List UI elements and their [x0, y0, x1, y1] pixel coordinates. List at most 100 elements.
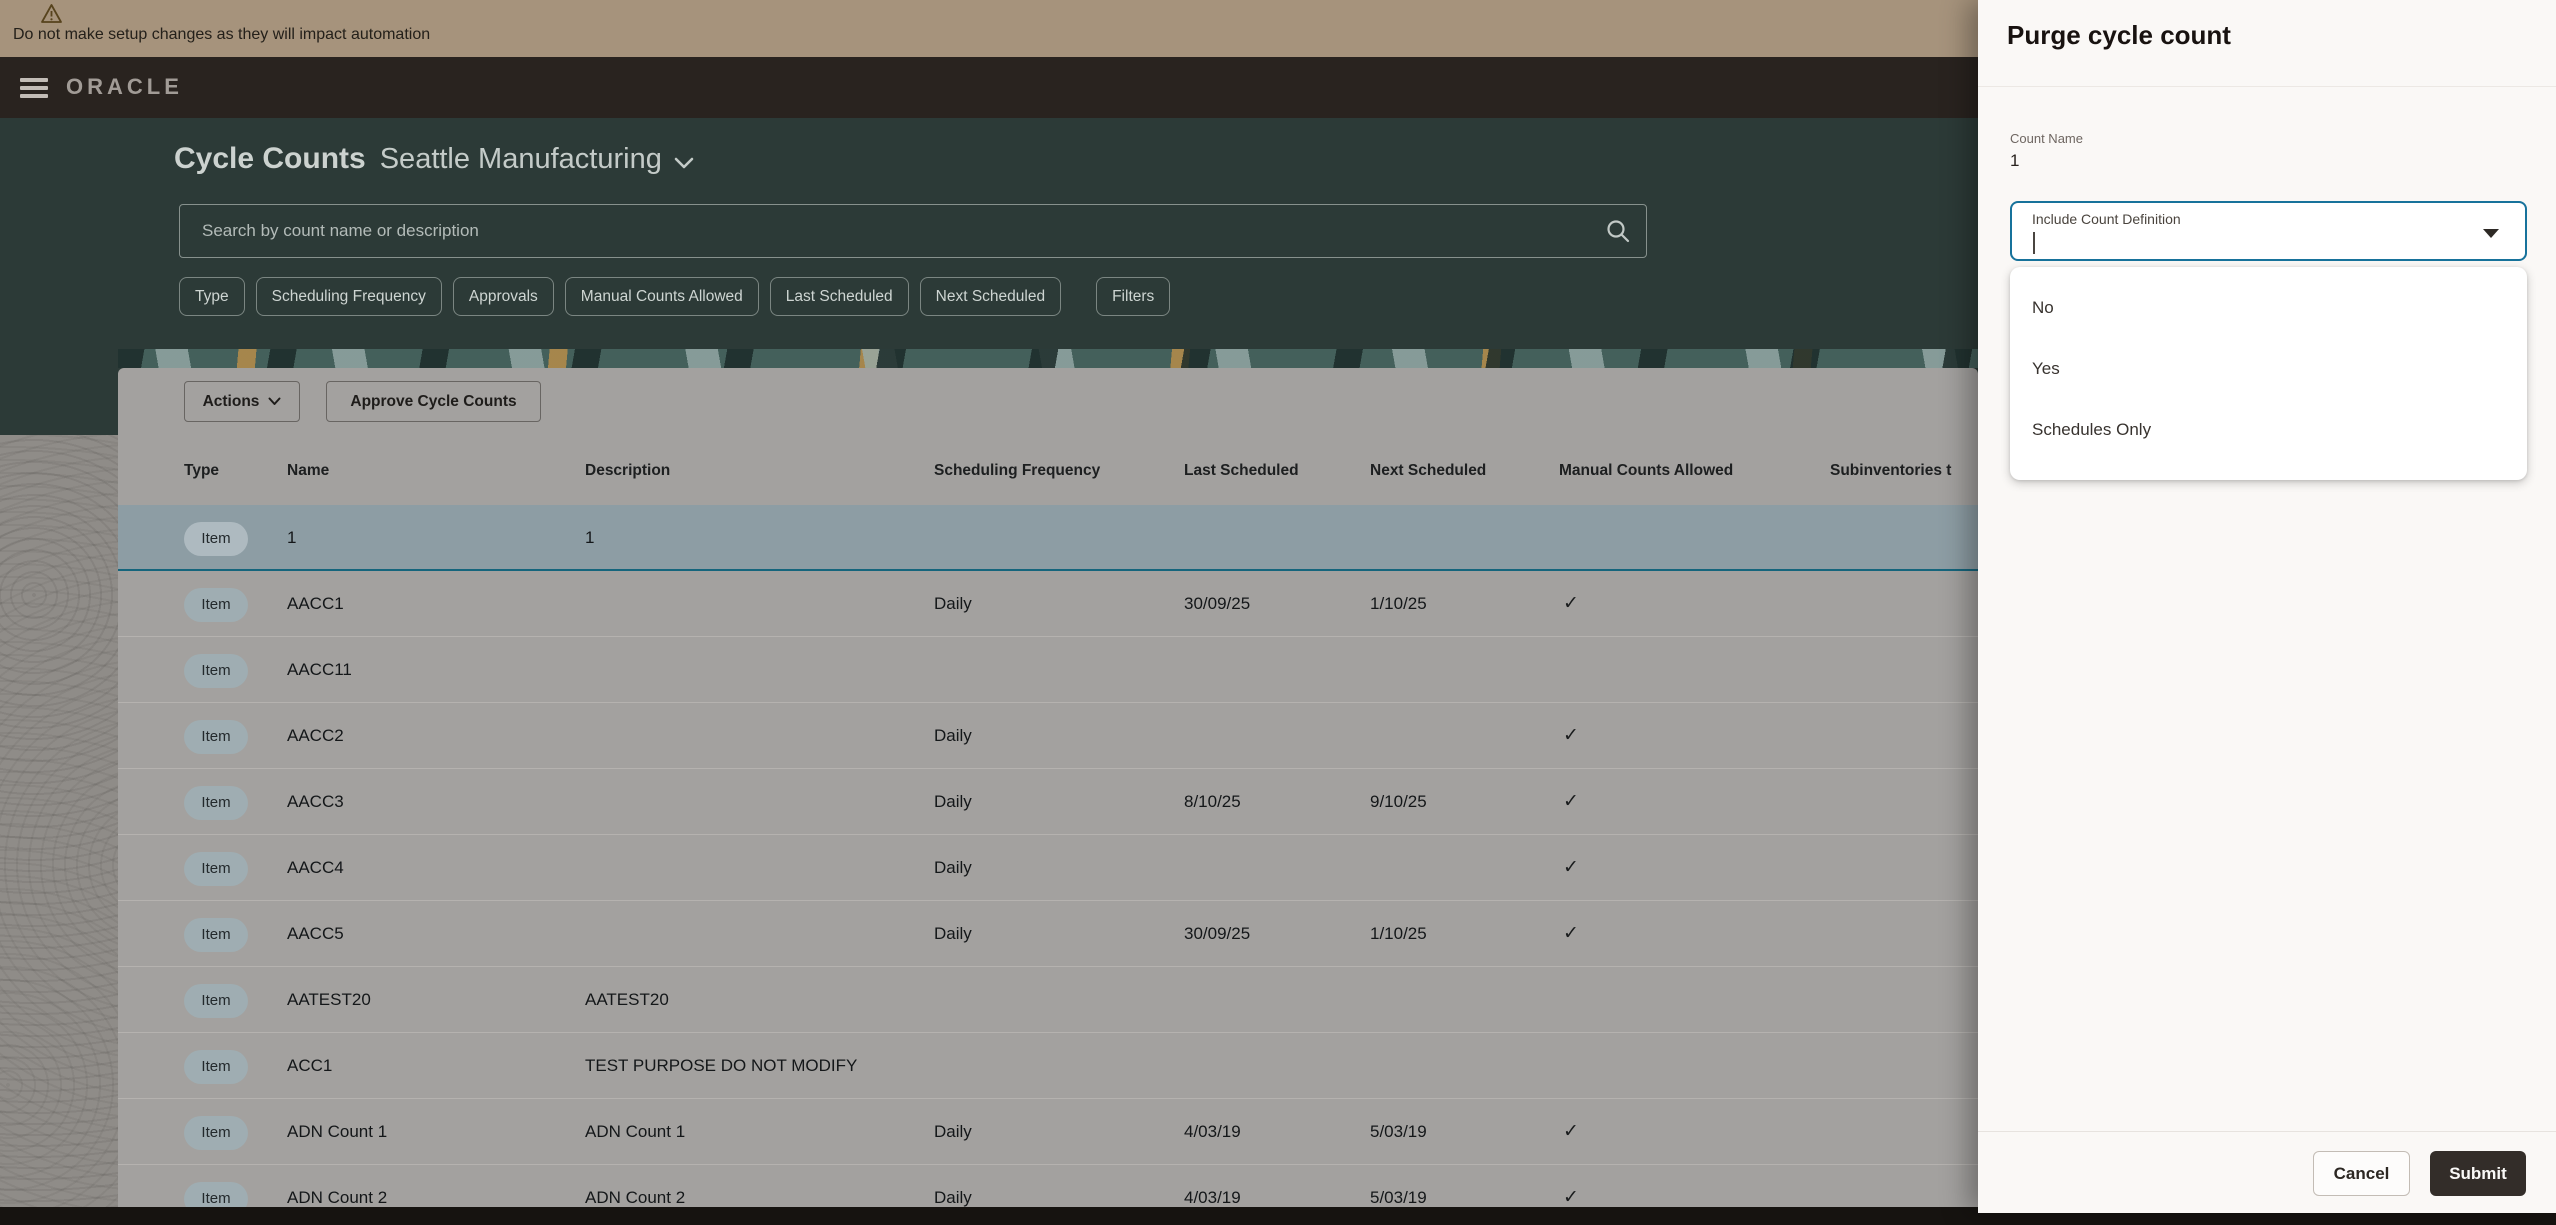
type-badge: Item [184, 522, 248, 556]
submit-button[interactable]: Submit [2430, 1151, 2526, 1196]
table-row[interactable]: Item AACC11 [118, 637, 1978, 703]
manual-counts-check-icon: ✓ [1563, 857, 1579, 878]
search-input[interactable] [179, 204, 1647, 258]
filter-chip-approvals[interactable]: Approvals [452, 277, 554, 316]
type-badge: Item [184, 588, 248, 622]
manual-counts-check-icon: ✓ [1563, 1187, 1579, 1207]
dropdown-option-yes[interactable]: Yes [2032, 359, 2060, 378]
warning-text: Do not make setup changes as they will i… [13, 26, 431, 43]
column-header-last-scheduled[interactable]: Last Scheduled [1184, 462, 1299, 479]
panel-header-divider [1978, 86, 2556, 87]
hamburger-menu-icon[interactable] [20, 78, 50, 98]
cell-last-scheduled: 30/09/25 [1184, 594, 1251, 613]
cell-name: AACC4 [287, 858, 344, 877]
cell-name: ACC1 [287, 1056, 333, 1075]
table-row[interactable]: Item AACC5 Daily 30/09/25 1/10/25 ✓ [118, 901, 1978, 967]
type-badge: Item [184, 786, 248, 820]
type-badge: Item [184, 654, 248, 688]
table-row[interactable]: Item ACC1 TEST PURPOSE DO NOT MODIFY [118, 1033, 1978, 1099]
column-header-description[interactable]: Description [585, 462, 671, 479]
column-header-name[interactable]: Name [287, 462, 330, 479]
purge-cycle-count-panel: Purge cycle count Count Name 1 Include C… [1978, 0, 2556, 1213]
table-row[interactable]: Item AACC2 Daily ✓ [118, 703, 1978, 769]
table-row[interactable]: Item AACC4 Daily ✓ [118, 835, 1978, 901]
actions-button-label: Actions [202, 392, 260, 410]
text-cursor [2033, 232, 2035, 254]
search-icon[interactable] [1605, 218, 1631, 249]
column-header-manual-counts-allowed[interactable]: Manual Counts Allowed [1559, 462, 1734, 479]
column-header-subinventories-t[interactable]: Subinventories t [1830, 462, 1952, 479]
dropdown-option-no[interactable]: No [2032, 298, 2054, 317]
cell-name: AACC5 [287, 924, 344, 943]
type-badge: Item [184, 1182, 248, 1207]
cell-scheduling-frequency: Daily [934, 594, 972, 613]
manual-counts-check-icon: ✓ [1563, 1121, 1579, 1142]
cell-scheduling-frequency: Daily [934, 792, 972, 811]
cell-scheduling-frequency: Daily [934, 924, 972, 943]
table-header-row: Type Name Description Scheduling Frequency L… [118, 437, 1978, 505]
cell-name: 1 [287, 528, 297, 547]
decorative-banner-art [118, 349, 1978, 368]
table-row[interactable]: Item 1 1 [118, 505, 1978, 571]
count-name-value: 1 [2010, 151, 2020, 170]
manual-counts-check-icon: ✓ [1563, 725, 1579, 746]
manual-counts-check-icon: ✓ [1563, 923, 1579, 944]
manual-counts-check-icon: ✓ [1563, 593, 1579, 614]
column-header-scheduling-frequency[interactable]: Scheduling Frequency [934, 462, 1101, 479]
cell-scheduling-frequency: Daily [934, 858, 972, 877]
actions-button[interactable]: Actions [184, 381, 300, 422]
page-title-row: Cycle Counts Seattle Manufacturing [174, 142, 694, 176]
cell-scheduling-frequency: Daily [934, 1188, 972, 1207]
cell-name: ADN Count 1 [287, 1122, 388, 1141]
table-row[interactable]: Item AACC3 Daily 8/10/25 9/10/25 ✓ [118, 769, 1978, 835]
cell-name: AACC11 [287, 660, 352, 679]
cell-last-scheduled: 4/03/19 [1184, 1122, 1241, 1141]
page-title: Cycle Counts [174, 142, 366, 175]
column-header-type[interactable]: Type [184, 462, 220, 479]
bottom-bar [0, 1207, 2556, 1225]
filter-chip-next-scheduled[interactable]: Next Scheduled [919, 277, 1062, 316]
table-row[interactable]: Item AATEST20 AATEST20 [118, 967, 1978, 1033]
cancel-button[interactable]: Cancel [2313, 1151, 2410, 1196]
warning-triangle-icon [40, 3, 63, 29]
table-row[interactable]: Item AACC1 Daily 30/09/25 1/10/25 ✓ [118, 571, 1978, 637]
cell-last-scheduled: 4/03/19 [1184, 1188, 1241, 1207]
cell-description: ADN Count 2 [585, 1188, 686, 1207]
cell-next-scheduled: 1/10/25 [1370, 924, 1427, 943]
table-row[interactable]: Item ADN Count 1 ADN Count 1 Daily 4/03/19 5/… [118, 1099, 1978, 1165]
include-count-definition-field[interactable]: Include Count Definition [2010, 201, 2527, 261]
filter-chip-scheduling-frequency[interactable]: Scheduling Frequency [255, 277, 442, 316]
type-badge: Item [184, 1050, 248, 1084]
cell-next-scheduled: 1/10/25 [1370, 594, 1427, 613]
chevron-down-icon[interactable] [674, 157, 694, 175]
org-selector[interactable]: Seattle Manufacturing [379, 143, 662, 175]
cell-next-scheduled: 9/10/25 [1370, 792, 1427, 811]
column-header-next-scheduled[interactable]: Next Scheduled [1370, 462, 1487, 479]
filter-chip-filters[interactable]: Filters [1096, 277, 1171, 316]
panel-title: Purge cycle count [2007, 20, 2231, 50]
dropdown-menu: No Yes Schedules Only [2010, 267, 2527, 480]
cell-name: ADN Count 2 [287, 1188, 388, 1207]
filter-chip-last-scheduled[interactable]: Last Scheduled [769, 277, 909, 316]
approve-button-label: Approve Cycle Counts [350, 392, 517, 410]
search-bar [179, 204, 1647, 258]
filter-chip-type[interactable]: Type [179, 277, 245, 316]
count-name-label: Count Name [2010, 131, 2083, 146]
cell-description: ADN Count 1 [585, 1122, 686, 1141]
panel-footer-divider [1978, 1131, 2556, 1132]
type-badge: Item [184, 918, 248, 952]
table-row[interactable]: Item ADN Count 2 ADN Count 2 Daily 4/03/19 5/… [118, 1165, 1978, 1207]
cell-next-scheduled: 5/03/19 [1370, 1122, 1427, 1141]
approve-cycle-counts-button[interactable]: Approve Cycle Counts [326, 381, 541, 422]
cell-name: AATEST20 [287, 990, 371, 1009]
filter-chip-manual-counts-allowed[interactable]: Manual Counts Allowed [564, 277, 759, 316]
cell-last-scheduled: 30/09/25 [1184, 924, 1251, 943]
dropdown-option-schedules-only[interactable]: Schedules Only [2032, 420, 2152, 439]
cell-last-scheduled: 8/10/25 [1184, 792, 1241, 811]
cell-scheduling-frequency: Daily [934, 1122, 972, 1141]
cell-description: 1 [585, 528, 595, 547]
type-badge: Item [184, 1116, 248, 1150]
dropdown-arrow-icon[interactable] [2483, 229, 2499, 238]
oracle-logo: ORACLE [66, 74, 183, 99]
cell-next-scheduled: 5/03/19 [1370, 1188, 1427, 1207]
